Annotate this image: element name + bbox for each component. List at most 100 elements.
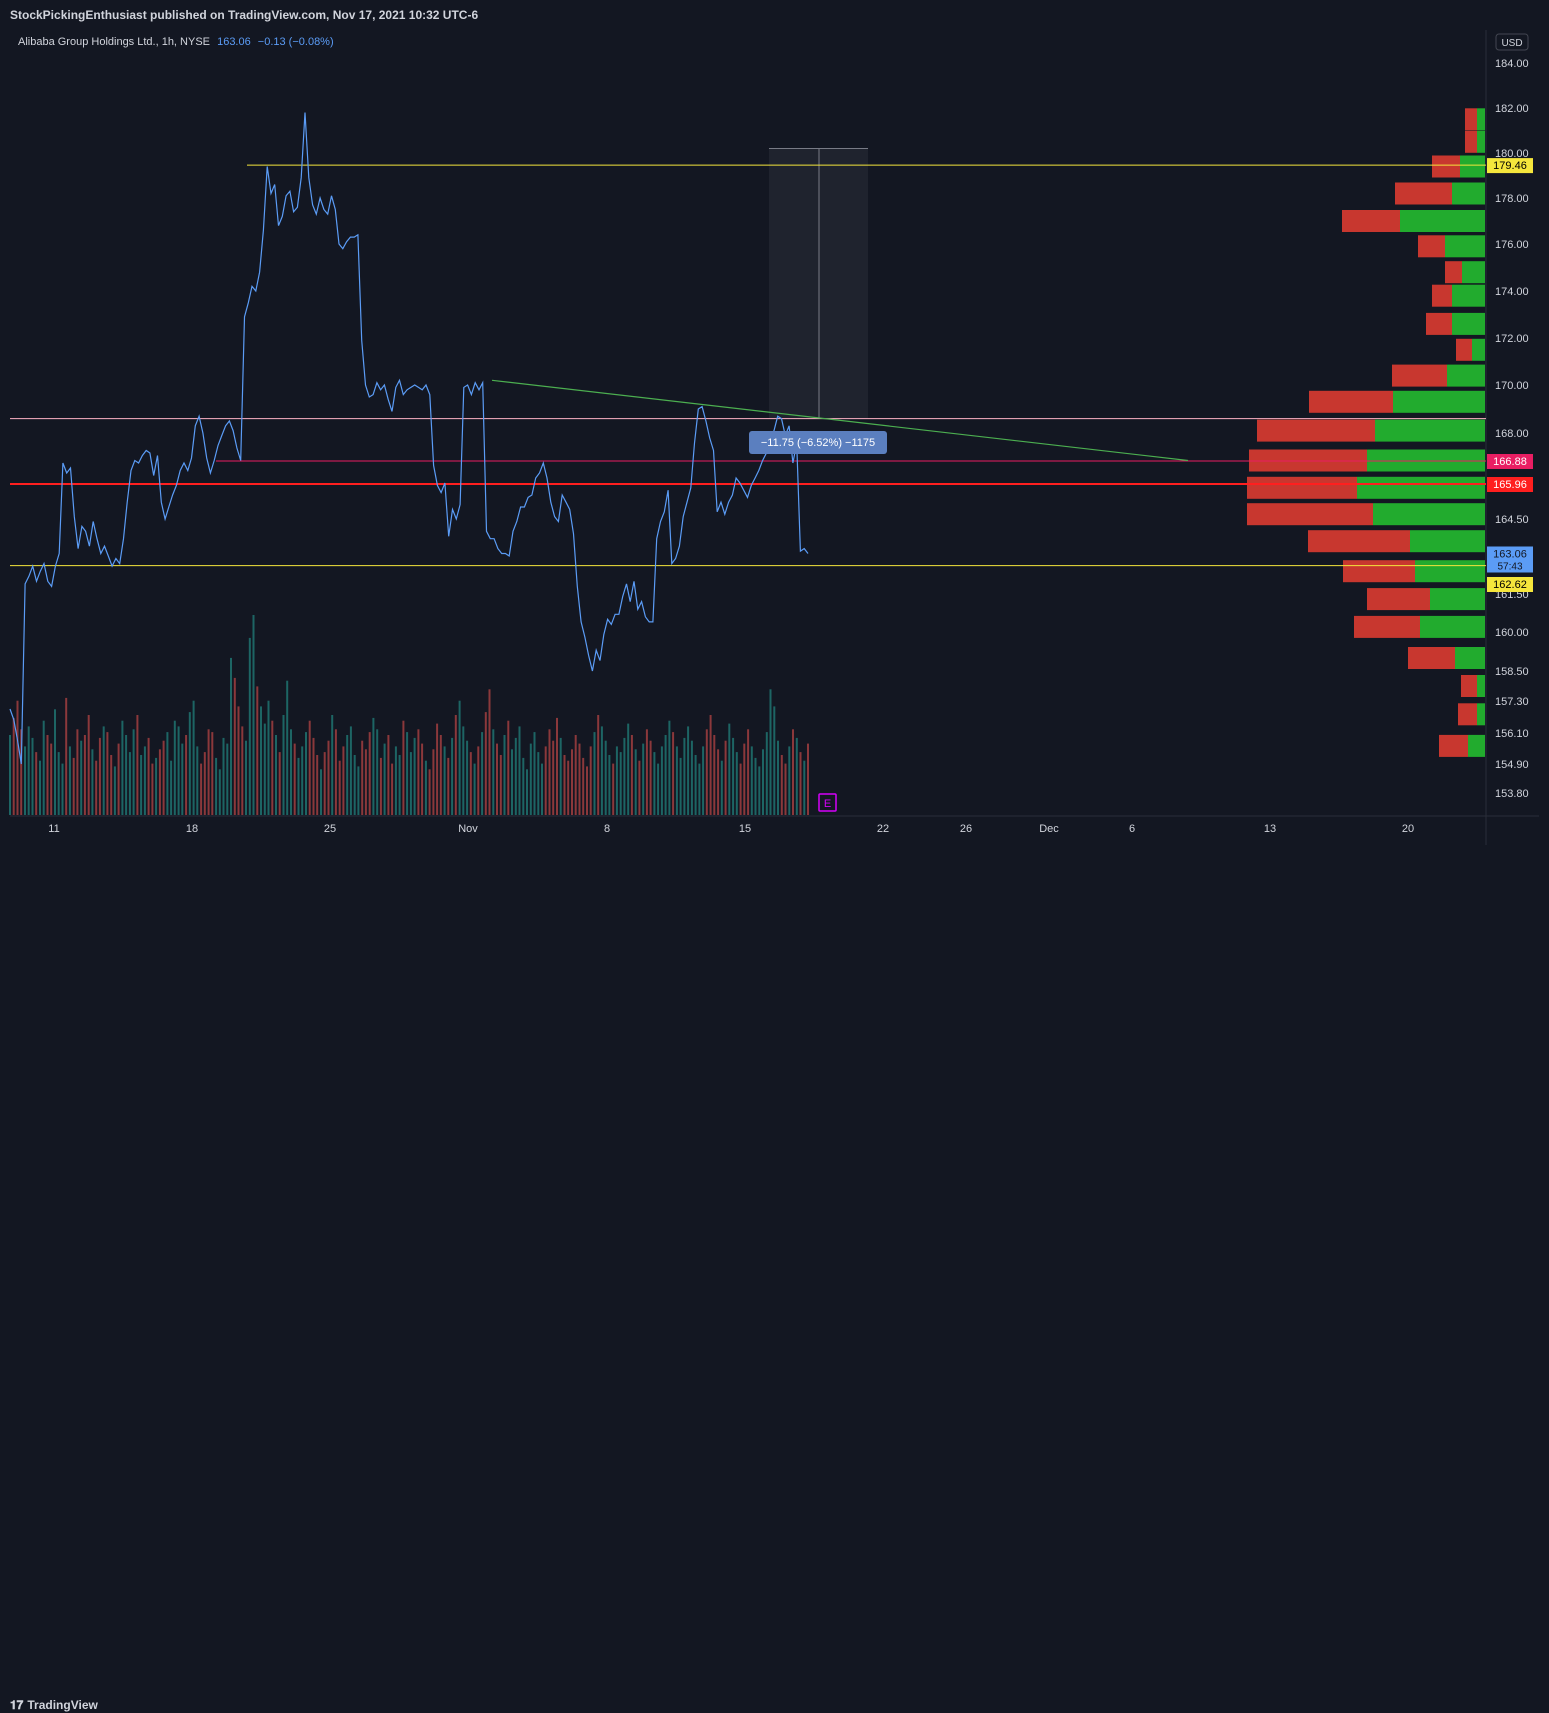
trendline[interactable] [491, 379, 1189, 462]
volume-bar [458, 700, 461, 815]
symbol-legend[interactable]: Alibaba Group Holdings Ltd., 1h, NYSE 16… [18, 36, 334, 48]
volume-bar [735, 752, 738, 815]
volume-bar [724, 740, 727, 815]
volume-bar [743, 743, 746, 815]
volume-bar [372, 717, 375, 815]
volume-bar [245, 740, 247, 815]
vp-buy-bar [1357, 476, 1485, 499]
time-tick-label: 22 [877, 823, 889, 835]
volume-bar [147, 737, 150, 815]
volume-bar [409, 752, 412, 815]
volume-bar [222, 737, 225, 815]
volume-bar [642, 743, 645, 815]
price-badge-label: 166.88 [1493, 456, 1527, 468]
volume-bar [353, 755, 356, 815]
volume-bar [672, 732, 675, 815]
volume-bar [275, 735, 277, 815]
volume-bar [769, 689, 772, 815]
volume-bar [95, 760, 98, 815]
tv-icon: 𝟏𝟕 [10, 1698, 24, 1712]
time-tick-label: 11 [48, 823, 59, 835]
volume-bar [514, 737, 517, 815]
volume-bar [630, 735, 633, 815]
volume-bar [406, 732, 409, 815]
volume-bar [687, 726, 690, 815]
volume-bar [413, 737, 416, 815]
vp-sell-bar [1247, 476, 1357, 499]
volume-bar [91, 749, 94, 815]
vp-sell-bar [1342, 210, 1400, 232]
volume-bar [136, 715, 139, 815]
volume-bar [102, 726, 105, 815]
footer: 𝟏𝟕 TradingView [0, 845, 1549, 1712]
volume-bar [481, 732, 484, 815]
volume-bar [98, 737, 101, 815]
price-badge-countdown: 57:43 [1497, 562, 1522, 573]
vp-buy-bar [1452, 284, 1485, 307]
volume-bar [278, 752, 281, 815]
time-tick-label: 8 [604, 823, 610, 835]
volume-bar [16, 700, 19, 815]
vp-buy-bar [1393, 390, 1485, 413]
volume-bar [207, 729, 210, 815]
time-axis: 11 18 25 Nov 8 15 22 26 Dec 6 13 20 [48, 823, 1414, 835]
volume-bar [192, 700, 195, 815]
volume-bar [623, 737, 626, 815]
price-line[interactable] [9, 112, 809, 765]
volume-bar [773, 706, 776, 815]
vp-buy-bar [1445, 235, 1485, 258]
volume-bar [739, 763, 742, 815]
volume-bar [196, 746, 199, 815]
volume-bar [784, 763, 787, 815]
vp-buy-bar [1430, 588, 1485, 611]
earnings-marker[interactable]: E [818, 793, 837, 812]
volume-bar [391, 763, 394, 815]
volume-bar [709, 715, 712, 815]
volume-bar [9, 735, 11, 815]
price-badge-label: 179.46 [1493, 160, 1527, 172]
time-tick-label: Dec [1039, 823, 1059, 835]
volume-bar [698, 763, 701, 815]
volume-bar [301, 746, 304, 815]
volume-bar [387, 735, 390, 815]
volume-bar [230, 657, 232, 815]
price-badge [1487, 158, 1533, 174]
volume-bar [290, 729, 292, 815]
volume-bar [653, 752, 656, 815]
volume-bar [638, 760, 641, 815]
volume-bar [368, 732, 371, 815]
volume-bar [338, 760, 341, 815]
volume-bar [128, 752, 131, 815]
vp-sell-bar [1456, 338, 1472, 361]
volume-bar [361, 740, 364, 815]
measure-label: −11.75 (−6.52%) −1175 [761, 437, 875, 449]
vp-sell-bar [1308, 530, 1410, 553]
volume-bar [54, 709, 56, 815]
vp-sell-bar [1465, 130, 1477, 153]
time-tick-label: 15 [739, 823, 751, 835]
volume-bar [466, 740, 469, 815]
volume-bar [215, 757, 218, 815]
vp-buy-bar [1462, 261, 1485, 284]
volume-bar [170, 760, 173, 815]
volume-bar [477, 746, 480, 815]
volume-bar [586, 766, 588, 815]
volume-bar [702, 746, 705, 815]
vp-buy-bar [1455, 647, 1485, 669]
price-tick-label: 174.00 [1495, 286, 1529, 298]
volume-bar [428, 769, 431, 815]
volume-bar [578, 743, 581, 815]
volume-bar [571, 749, 573, 815]
price-tick-label: 170.00 [1495, 380, 1529, 392]
volume-bar [619, 752, 622, 815]
volume-bar [780, 755, 783, 815]
volume-bar [297, 757, 300, 815]
volume-bar [548, 729, 551, 815]
tradingview-logo[interactable]: 𝟏𝟕 TradingView [10, 1698, 98, 1713]
vp-buy-bar [1472, 338, 1485, 361]
currency-badge[interactable]: USD [1495, 33, 1529, 51]
volume-bar [499, 755, 502, 815]
price-chart[interactable]: 184.00 182.00 180.00 178.00 176.00 174.00 172.… [0, 0, 1549, 878]
volume-bar [417, 729, 420, 815]
volume-bar [35, 752, 38, 815]
